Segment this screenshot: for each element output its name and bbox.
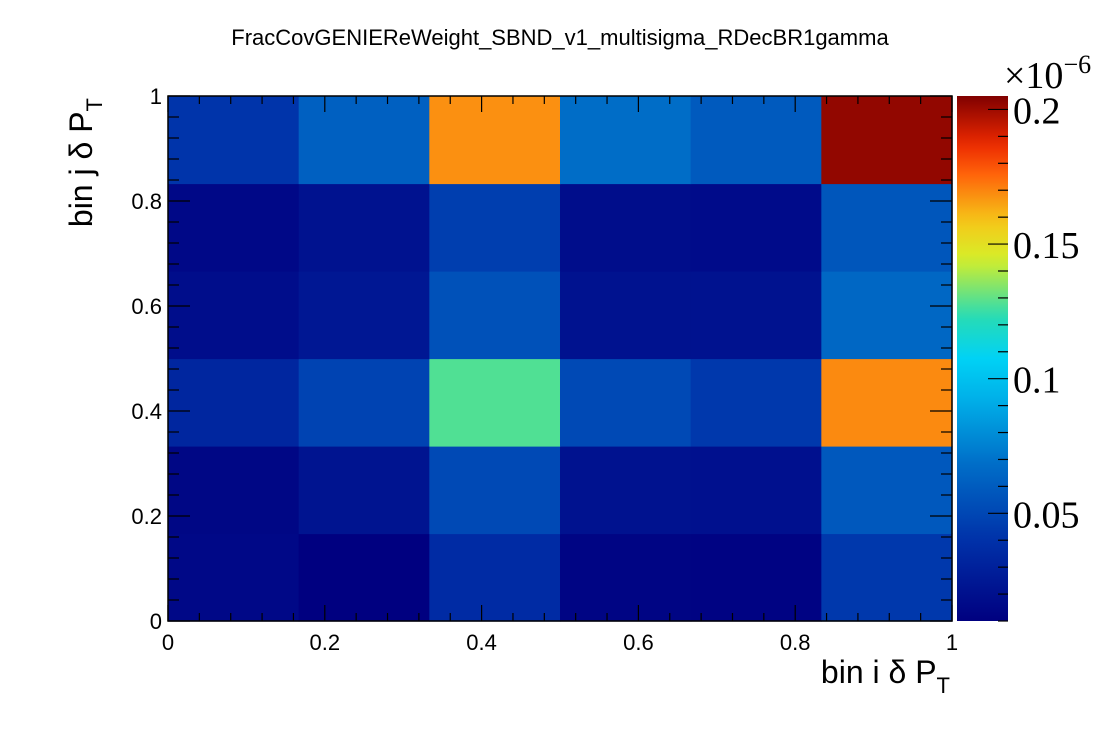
heatmap-cell bbox=[168, 446, 300, 535]
y-tick-label: 0.2 bbox=[131, 504, 162, 529]
y-tick-label: 1 bbox=[150, 84, 162, 109]
chart-title: FracCovGENIEReWeight_SBND_v1_multisigma_… bbox=[231, 25, 889, 50]
heatmap-cell bbox=[168, 533, 300, 622]
heatmap-cells bbox=[168, 96, 953, 622]
heatmap-cell bbox=[298, 183, 430, 272]
heatmap-cell bbox=[298, 446, 430, 535]
heatmap-cell bbox=[690, 271, 822, 360]
heatmap-cell bbox=[429, 96, 561, 185]
colorbar-multiplier-base: ×10 bbox=[1004, 55, 1063, 97]
heatmap-cell bbox=[821, 96, 953, 185]
heatmap-cell bbox=[429, 446, 561, 535]
heatmap-cell bbox=[690, 183, 822, 272]
colorbar-tick-label: 0.05 bbox=[1013, 494, 1080, 536]
heatmap-cell bbox=[168, 183, 300, 272]
y-axis: 0 0.2 0.4 0.6 0.8 1 bbox=[131, 84, 952, 634]
heatmap-cell bbox=[560, 358, 692, 447]
colorbar bbox=[957, 96, 1008, 621]
heatmap-cell bbox=[821, 183, 953, 272]
heatmap-cell bbox=[821, 533, 953, 622]
x-axis-label-subscript: T bbox=[937, 673, 950, 698]
heatmap-cell bbox=[298, 358, 430, 447]
heatmap-cell bbox=[560, 446, 692, 535]
heatmap-cell bbox=[429, 183, 561, 272]
x-tick-label: 0.8 bbox=[780, 630, 811, 655]
x-tick-label: 0 bbox=[162, 630, 174, 655]
colorbar-multiplier: ×10−6 bbox=[1004, 50, 1091, 97]
x-tick-label: 0.2 bbox=[310, 630, 341, 655]
heatmap-cell bbox=[168, 96, 300, 185]
colorbar-tick-label: 0.15 bbox=[1013, 225, 1080, 267]
heatmap-cell bbox=[168, 271, 300, 360]
heatmap-cell bbox=[821, 446, 953, 535]
x-axis: 0 0.2 0.4 0.6 0.8 1 bbox=[162, 96, 958, 655]
y-tick-label: 0 bbox=[150, 609, 162, 634]
y-axis-label: bin j δ PT bbox=[63, 98, 107, 227]
heatmap-cell bbox=[690, 446, 822, 535]
x-axis-label: bin i δ PT bbox=[821, 654, 950, 698]
heatmap-cell bbox=[821, 358, 953, 447]
heatmap-cell bbox=[690, 96, 822, 185]
heatmap-cell bbox=[429, 533, 561, 622]
heatmap-cell bbox=[298, 96, 430, 185]
x-tick-label: 0.6 bbox=[623, 630, 654, 655]
colorbar-tick-label: 0.1 bbox=[1013, 360, 1061, 402]
heatmap-cell bbox=[429, 271, 561, 360]
colorbar-tick-label: 0.2 bbox=[1013, 90, 1061, 132]
plot-frame bbox=[167, 95, 953, 622]
heatmap-cell bbox=[560, 96, 692, 185]
x-tick-label: 1 bbox=[946, 630, 958, 655]
heatmap-cell bbox=[560, 271, 692, 360]
y-axis-label-subscript: T bbox=[82, 98, 107, 111]
colorbar-axis: 0.05 0.1 0.15 0.2 bbox=[988, 90, 1080, 622]
heatmap-cell bbox=[168, 358, 300, 447]
y-tick-label: 0.8 bbox=[131, 189, 162, 214]
y-axis-label-main: bin j δ P bbox=[63, 111, 99, 227]
heatmap-cell bbox=[298, 533, 430, 622]
heatmap-cell bbox=[690, 533, 822, 622]
heatmap-cell bbox=[690, 358, 822, 447]
x-tick-label: 0.4 bbox=[466, 630, 497, 655]
y-tick-label: 0.6 bbox=[131, 294, 162, 319]
x-axis-label-main: bin i δ P bbox=[821, 654, 937, 690]
heatmap-cell bbox=[560, 533, 692, 622]
heatmap-cell bbox=[560, 183, 692, 272]
heatmap-cell bbox=[298, 271, 430, 360]
y-tick-label: 0.4 bbox=[131, 399, 162, 424]
colorbar-multiplier-exponent: −6 bbox=[1063, 50, 1091, 79]
heatmap-cell bbox=[821, 271, 953, 360]
heatmap-cell bbox=[429, 358, 561, 447]
